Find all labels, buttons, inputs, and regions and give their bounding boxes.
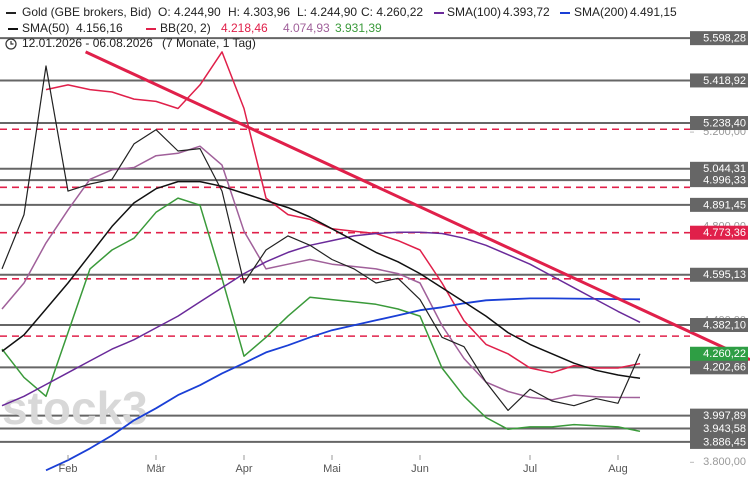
x-tick-label: Jul <box>523 463 537 475</box>
legend-name: BB(20, 2) <box>160 21 211 35</box>
x-tick-label: Aug <box>608 463 628 475</box>
legend-value: 4.491,15 <box>630 5 677 19</box>
level-label: 4.595,13 <box>703 269 746 281</box>
legend-value: 4.074,93 <box>283 21 330 35</box>
price-label-bg <box>690 346 748 361</box>
ohlc-label: L: 4.244,90 <box>297 5 357 19</box>
level-label: 3.886,45 <box>703 436 746 448</box>
level-label: 4.382,10 <box>703 319 746 331</box>
legend-value: 4.156,16 <box>76 21 123 35</box>
level-label: 5.044,31 <box>703 163 746 175</box>
level-label-bg <box>690 173 748 188</box>
level-label-bg <box>690 73 748 88</box>
price-label: 4.260,22 <box>703 348 746 360</box>
level-label-bg <box>690 421 748 436</box>
trendline <box>84 50 750 362</box>
legend-value: 3.931,39 <box>335 21 382 35</box>
level-label-bg <box>690 267 748 282</box>
legend-name: SMA(50) <box>22 21 69 35</box>
x-tick-label: Apr <box>235 463 252 475</box>
level-label-bg <box>690 408 748 423</box>
clock-icon <box>5 38 17 50</box>
level-label: 4.891,45 <box>703 199 746 211</box>
legend-name: SMA(100) <box>447 5 501 19</box>
level-label-bg <box>690 116 748 131</box>
level-label-bg <box>690 197 748 212</box>
ohlc-label: H: 4.303,96 <box>228 5 290 19</box>
legend-name: SMA(200) <box>574 5 628 19</box>
level-label: 3.943,58 <box>703 423 746 435</box>
y-tick-label: 3.800,00 <box>703 456 746 468</box>
plot: 3.800,004.400,004.800,005.200,00stock35.… <box>0 31 750 475</box>
level-label: 5.238,40 <box>703 117 746 129</box>
header: 12.01.2026 - 06.08.2026 (7 Monate, 1 Tag… <box>5 5 677 50</box>
ohlc-label: C: 4.260,22 <box>361 5 423 19</box>
clock-hand <box>10 41 14 45</box>
price-line <box>45 297 641 472</box>
level-label-bg <box>690 225 748 240</box>
watermark: stock3 <box>2 382 148 434</box>
ohlc-label: O: 4.244,90 <box>158 5 221 19</box>
duration: (7 Monate, 1 Tag) <box>162 36 256 50</box>
price-line <box>1 180 641 380</box>
level-label-bg <box>690 434 748 449</box>
level-label: 4.996,33 <box>703 175 746 187</box>
level-label: 3.997,89 <box>703 410 746 422</box>
level-label: 4.202,66 <box>703 362 746 374</box>
legend-name: Gold (GBE brokers, Bid) <box>22 5 151 19</box>
level-label-bg <box>690 360 748 375</box>
date-range: 12.01.2026 - 06.08.2026 <box>22 36 153 50</box>
x-tick-label: Feb <box>59 463 78 475</box>
level-label: 5.598,28 <box>703 33 746 45</box>
x-tick-label: Jun <box>411 463 429 475</box>
level-label: 4.773,36 <box>703 227 746 239</box>
level-label-bg <box>690 318 748 333</box>
level-label-bg <box>690 161 748 176</box>
price-line <box>1 65 641 411</box>
bollinger-band <box>1 197 641 433</box>
x-tick-label: Mai <box>323 463 341 475</box>
level-label-bg <box>690 31 748 46</box>
legend-value: 4.393,72 <box>503 5 550 19</box>
level-label: 5.418,92 <box>703 75 746 87</box>
legend-value: 4.218,46 <box>221 21 268 35</box>
price-line <box>1 231 641 407</box>
x-tick-label: Mär <box>147 463 166 475</box>
bollinger-band <box>1 145 641 401</box>
bollinger-band <box>45 51 641 374</box>
